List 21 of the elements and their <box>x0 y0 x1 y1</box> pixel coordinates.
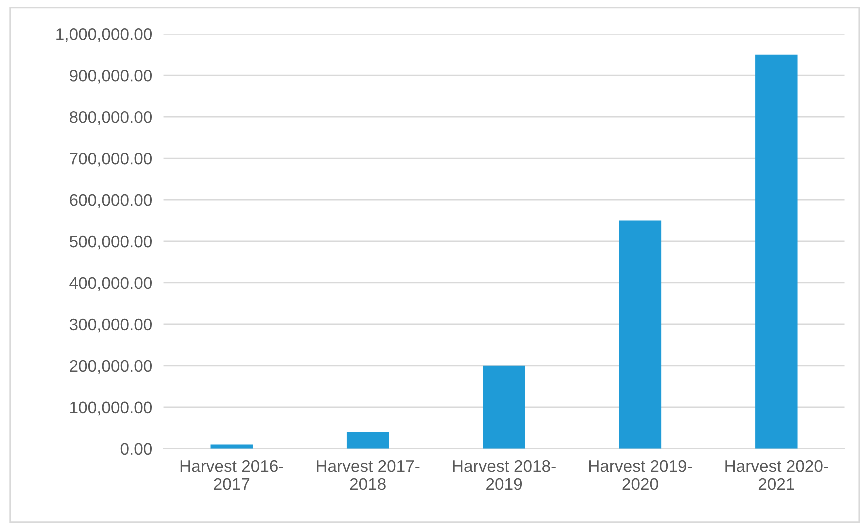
y-tick-label: 0.00 <box>120 443 152 456</box>
x-tick-label: Harvest 2020-2021 <box>726 460 828 490</box>
x-tick-label: Harvest 2018-2019 <box>453 460 556 490</box>
bar <box>346 432 390 449</box>
bar <box>619 220 662 449</box>
y-tick-label: 800,000.00 <box>70 111 152 126</box>
y-tick-label: 200,000.00 <box>70 360 152 374</box>
y-tick-label: 100,000.00 <box>70 402 152 416</box>
x-tick-label: Harvest 2017-2018 <box>317 460 420 490</box>
y-tick-label: 1,000,000.00 <box>56 28 152 42</box>
bar <box>483 366 526 449</box>
x-tick-label: Harvest 2019-2020 <box>589 460 692 490</box>
x-tick-label: Harvest 2016-2017 <box>180 460 284 490</box>
y-tick-label: 500,000.00 <box>70 236 152 250</box>
y-tick-label: 900,000.00 <box>70 70 152 84</box>
y-tick-label: 600,000.00 <box>70 194 152 208</box>
y-tick-label: 400,000.00 <box>70 277 152 292</box>
y-tick-label: 700,000.00 <box>70 152 152 167</box>
y-tick-label: 300,000.00 <box>70 318 152 333</box>
bar <box>210 444 253 449</box>
bar <box>756 54 798 449</box>
